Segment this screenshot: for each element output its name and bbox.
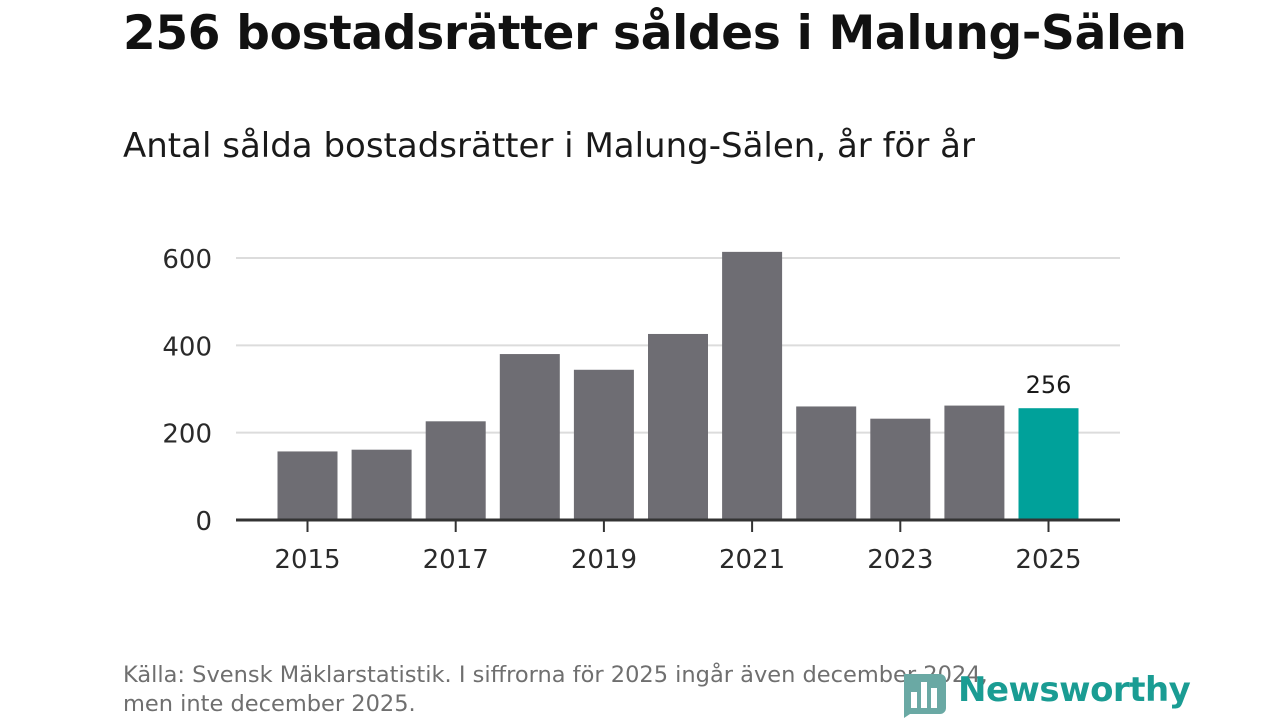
x-tick-label-2025: 2025 <box>1015 545 1081 575</box>
x-tick-label-2015: 2015 <box>274 545 340 575</box>
newsworthy-logo: Newsworthy <box>900 668 1191 718</box>
data-label-2025: 256 <box>1026 371 1072 399</box>
x-tick-label-2019: 2019 <box>571 545 637 575</box>
bar-2021 <box>722 251 783 520</box>
bar-2022 <box>796 406 857 520</box>
chart-title: Antal sålda bostadsrätter i Malung-Sälen… <box>123 126 975 166</box>
bar-2023 <box>870 418 931 520</box>
y-tick-label-600: 600 <box>162 245 212 275</box>
bar-2017 <box>425 421 486 520</box>
x-tick-label-2021: 2021 <box>719 545 785 575</box>
headline: 256 bostadsrätter såldes i Malung-Sälen <box>123 6 1187 61</box>
logo-text: Newsworthy <box>958 670 1191 710</box>
bar-2019 <box>573 369 634 520</box>
x-tick-label-2017: 2017 <box>423 545 489 575</box>
bar-2024 <box>944 405 1005 520</box>
bar-2016 <box>351 449 412 520</box>
bars <box>277 251 1079 520</box>
bar-2020 <box>648 333 708 520</box>
x-tick-label-2023: 2023 <box>867 545 933 575</box>
annotations: 256 <box>1026 371 1072 399</box>
y-tick-label-0: 0 <box>195 507 212 537</box>
bar-chart: 0 200 400 600 2015 2017 2019 2021 2023 2025 256 <box>162 245 1120 575</box>
source-note: Källa: Svensk Mäklarstatistik. I siffror… <box>123 662 988 717</box>
bar-2025 <box>1018 408 1079 520</box>
y-axis-tick-labels: 0 200 400 600 <box>162 245 212 537</box>
bar-chart-logo-icon <box>904 674 946 718</box>
bar-2018 <box>499 354 560 520</box>
bar-2015 <box>277 451 338 520</box>
y-tick-label-200: 200 <box>162 420 212 450</box>
y-tick-label-400: 400 <box>162 332 212 362</box>
x-axis: 2015 2017 2019 2021 2023 2025 <box>236 518 1120 575</box>
